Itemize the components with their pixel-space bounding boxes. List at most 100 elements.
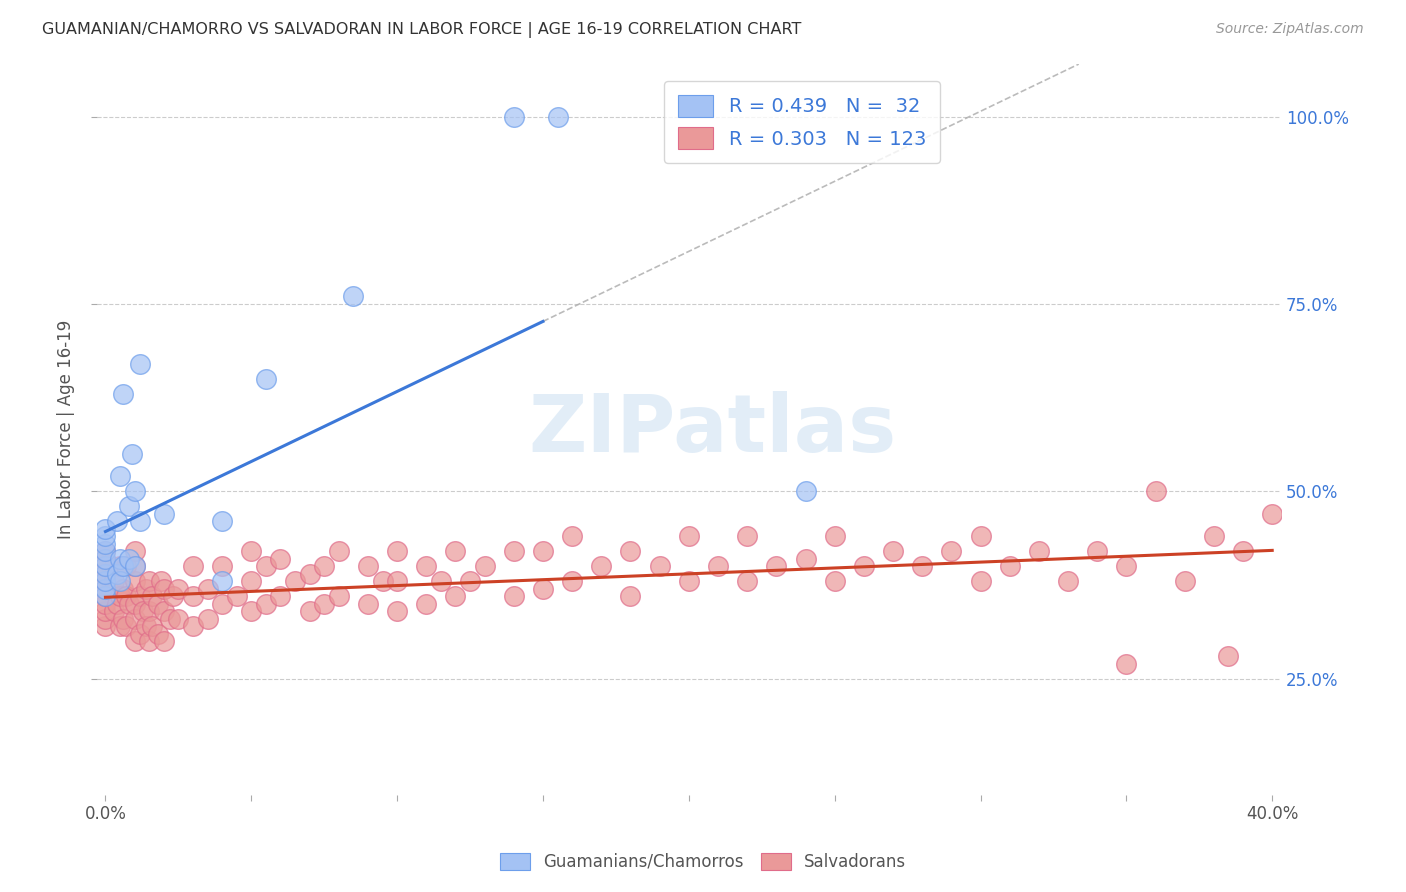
Point	[105, 566, 128, 581]
Point	[146, 597, 169, 611]
Point	[159, 612, 181, 626]
Point	[108, 590, 131, 604]
Point	[444, 544, 467, 558]
Point	[124, 574, 146, 589]
Point	[94, 590, 117, 604]
Point	[328, 544, 350, 558]
Point	[115, 590, 138, 604]
Point	[502, 110, 524, 124]
Point	[385, 604, 408, 618]
Point	[94, 574, 117, 589]
Point	[211, 574, 233, 589]
Point	[1218, 649, 1240, 664]
Point	[502, 590, 524, 604]
Point	[211, 559, 233, 574]
Point	[118, 597, 141, 611]
Point	[94, 544, 117, 558]
Point	[678, 574, 700, 589]
Point	[152, 604, 174, 618]
Point	[197, 582, 219, 596]
Point	[108, 619, 131, 633]
Point	[108, 552, 131, 566]
Legend: R = 0.439   N =  32, R = 0.303   N = 123: R = 0.439 N = 32, R = 0.303 N = 123	[665, 81, 939, 163]
Point	[108, 469, 131, 483]
Point	[103, 574, 125, 589]
Point	[328, 590, 350, 604]
Point	[94, 559, 117, 574]
Point	[444, 590, 467, 604]
Point	[254, 597, 277, 611]
Point	[1261, 507, 1284, 521]
Point	[181, 590, 204, 604]
Point	[138, 574, 160, 589]
Point	[197, 612, 219, 626]
Point	[1202, 529, 1225, 543]
Point	[94, 597, 117, 611]
Point	[240, 544, 263, 558]
Point	[124, 634, 146, 648]
Point	[794, 552, 817, 566]
Point	[531, 582, 554, 596]
Point	[149, 574, 172, 589]
Point	[124, 597, 146, 611]
Point	[474, 559, 496, 574]
Point	[1232, 544, 1254, 558]
Point	[124, 612, 146, 626]
Point	[298, 566, 321, 581]
Point	[415, 559, 437, 574]
Point	[129, 627, 152, 641]
Point	[138, 604, 160, 618]
Point	[371, 574, 394, 589]
Point	[94, 559, 117, 574]
Point	[314, 597, 336, 611]
Point	[998, 559, 1021, 574]
Point	[129, 357, 152, 371]
Point	[115, 619, 138, 633]
Point	[735, 574, 758, 589]
Point	[648, 559, 671, 574]
Point	[707, 559, 730, 574]
Point	[211, 597, 233, 611]
Point	[94, 582, 117, 596]
Point	[357, 597, 380, 611]
Point	[103, 604, 125, 618]
Point	[225, 590, 247, 604]
Point	[211, 515, 233, 529]
Point	[430, 574, 453, 589]
Point	[94, 537, 117, 551]
Point	[124, 559, 146, 574]
Point	[561, 574, 583, 589]
Point	[1174, 574, 1197, 589]
Point	[94, 574, 117, 589]
Point	[138, 634, 160, 648]
Point	[415, 597, 437, 611]
Point	[94, 582, 117, 596]
Point	[1115, 657, 1137, 671]
Point	[619, 544, 641, 558]
Point	[94, 529, 117, 543]
Point	[94, 552, 117, 566]
Point	[619, 590, 641, 604]
Point	[111, 582, 134, 596]
Point	[111, 559, 134, 574]
Point	[94, 590, 117, 604]
Point	[167, 612, 190, 626]
Text: GUAMANIAN/CHAMORRO VS SALVADORAN IN LABOR FORCE | AGE 16-19 CORRELATION CHART: GUAMANIAN/CHAMORRO VS SALVADORAN IN LABO…	[42, 22, 801, 38]
Point	[458, 574, 481, 589]
Point	[146, 627, 169, 641]
Point	[342, 289, 364, 303]
Point	[129, 590, 152, 604]
Point	[547, 110, 569, 124]
Point	[129, 515, 152, 529]
Point	[181, 559, 204, 574]
Point	[135, 619, 157, 633]
Point	[141, 590, 163, 604]
Point	[105, 515, 128, 529]
Point	[735, 529, 758, 543]
Text: Source: ZipAtlas.com: Source: ZipAtlas.com	[1216, 22, 1364, 37]
Point	[911, 559, 934, 574]
Point	[502, 544, 524, 558]
Point	[124, 544, 146, 558]
Point	[531, 544, 554, 558]
Point	[132, 604, 155, 618]
